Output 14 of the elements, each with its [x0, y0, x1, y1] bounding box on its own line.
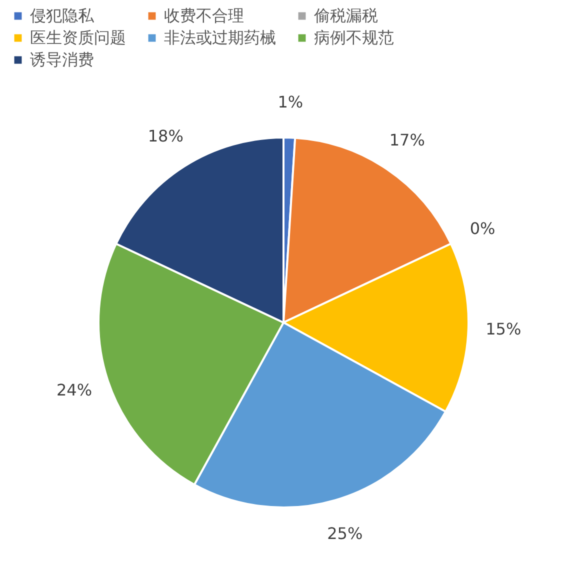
- legend-label: 医生资质问题: [30, 28, 126, 47]
- data-label: 18%: [148, 126, 184, 146]
- legend-label: 病例不规范: [314, 28, 394, 47]
- data-label: 17%: [389, 130, 425, 150]
- legend-label: 收费不合理: [164, 6, 244, 25]
- text: 0%: [470, 218, 496, 238]
- data-label: 1%: [278, 92, 304, 112]
- legend-label: 侵犯隐私: [30, 6, 95, 25]
- data-label: 15%: [486, 319, 522, 338]
- data-label: 24%: [56, 380, 92, 400]
- legend-label: 诱导消费: [30, 50, 94, 69]
- legend-label: 非法或过期药械: [164, 28, 276, 47]
- data-label: 25%: [327, 524, 363, 543]
- legend-label: 偷税漏税: [314, 6, 378, 25]
